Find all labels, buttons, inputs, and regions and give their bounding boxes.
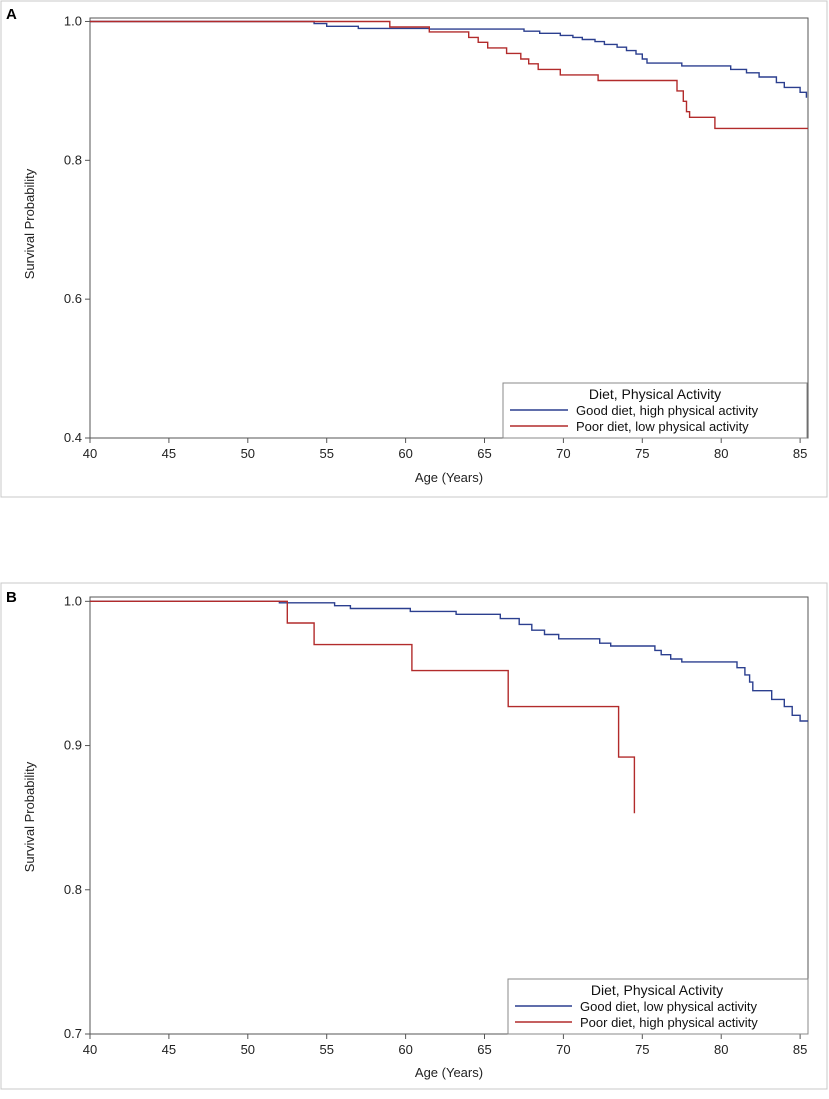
x-tick-label: 65 bbox=[477, 446, 491, 461]
panel-label: A bbox=[6, 6, 17, 23]
x-tick-label: 45 bbox=[162, 446, 176, 461]
legend-label-good: Good diet, high physical activity bbox=[576, 403, 759, 418]
x-tick-label: 40 bbox=[83, 446, 97, 461]
chart-panel-a: A 40 45 50 55 60 65 70 75 80 85 0.4 0.6 0.8 1.0 Age … bbox=[0, 0, 828, 498]
y-tick-label: 0.8 bbox=[64, 882, 82, 897]
series-lines bbox=[90, 600, 808, 814]
x-tick-label: 50 bbox=[241, 1042, 255, 1057]
x-tick-label: 50 bbox=[241, 446, 255, 461]
panel-frame bbox=[0, 0, 828, 498]
x-tick-label: 40 bbox=[83, 1042, 97, 1057]
y-tick-label: 0.9 bbox=[64, 738, 82, 753]
series-line-2 bbox=[90, 20, 808, 130]
x-tick-label: 60 bbox=[398, 1042, 412, 1057]
x-axis-label: Age (Years) bbox=[415, 470, 483, 485]
plot-area bbox=[89, 596, 809, 1035]
x-tick-label: 75 bbox=[635, 446, 649, 461]
legend-title: Diet, Physical Activity bbox=[589, 386, 721, 402]
x-tick-label: 55 bbox=[319, 1042, 333, 1057]
series-line-1 bbox=[90, 20, 808, 98]
y-tick-label: 0.8 bbox=[64, 152, 82, 167]
x-tick-label: 60 bbox=[398, 446, 412, 461]
y-ticks: 0.4 0.6 0.8 1.0 bbox=[64, 13, 90, 445]
y-tick-label: 0.7 bbox=[64, 1026, 82, 1041]
legend: Diet, Physical Activity Good diet, low p… bbox=[507, 978, 809, 1035]
legend-title: Diet, Physical Activity bbox=[591, 982, 723, 998]
x-axis-label: Age (Years) bbox=[415, 1065, 483, 1080]
y-tick-label: 1.0 bbox=[64, 593, 82, 608]
legend: Diet, Physical Activity Good diet, high … bbox=[502, 382, 808, 439]
y-ticks: 0.7 0.8 0.9 1.0 bbox=[64, 593, 90, 1041]
legend-label-poor: Poor diet, high physical activity bbox=[580, 1015, 758, 1030]
panel-label: B bbox=[6, 589, 17, 606]
series-lines bbox=[90, 20, 808, 130]
x-tick-label: 75 bbox=[635, 1042, 649, 1057]
x-tick-label: 55 bbox=[319, 446, 333, 461]
series-line-2 bbox=[90, 600, 636, 814]
x-ticks: 40 45 50 55 60 65 70 75 80 85 bbox=[83, 438, 807, 461]
series-line-1 bbox=[90, 600, 808, 722]
y-tick-label: 1.0 bbox=[64, 13, 82, 28]
x-tick-label: 65 bbox=[477, 1042, 491, 1057]
legend-label-good: Good diet, low physical activity bbox=[580, 999, 758, 1014]
legend-label-poor: Poor diet, low physical activity bbox=[576, 419, 749, 434]
chart-panel-b: B 40 45 50 55 60 65 70 75 80 85 0.7 0.8 0.9 1.0 Age … bbox=[0, 582, 828, 1090]
x-tick-label: 80 bbox=[714, 446, 728, 461]
x-ticks: 40 45 50 55 60 65 70 75 80 85 bbox=[83, 1034, 807, 1057]
x-tick-label: 45 bbox=[162, 1042, 176, 1057]
y-axis-label: Survival Probability bbox=[22, 761, 37, 872]
y-tick-label: 0.6 bbox=[64, 291, 82, 306]
y-tick-label: 0.4 bbox=[64, 430, 82, 445]
x-tick-label: 80 bbox=[714, 1042, 728, 1057]
panel-frame bbox=[0, 582, 828, 1090]
x-tick-label: 70 bbox=[556, 1042, 570, 1057]
x-tick-label: 85 bbox=[793, 1042, 807, 1057]
plot-area bbox=[89, 17, 809, 439]
x-tick-label: 85 bbox=[793, 446, 807, 461]
y-axis-label: Survival Probability bbox=[22, 168, 37, 279]
x-tick-label: 70 bbox=[556, 446, 570, 461]
